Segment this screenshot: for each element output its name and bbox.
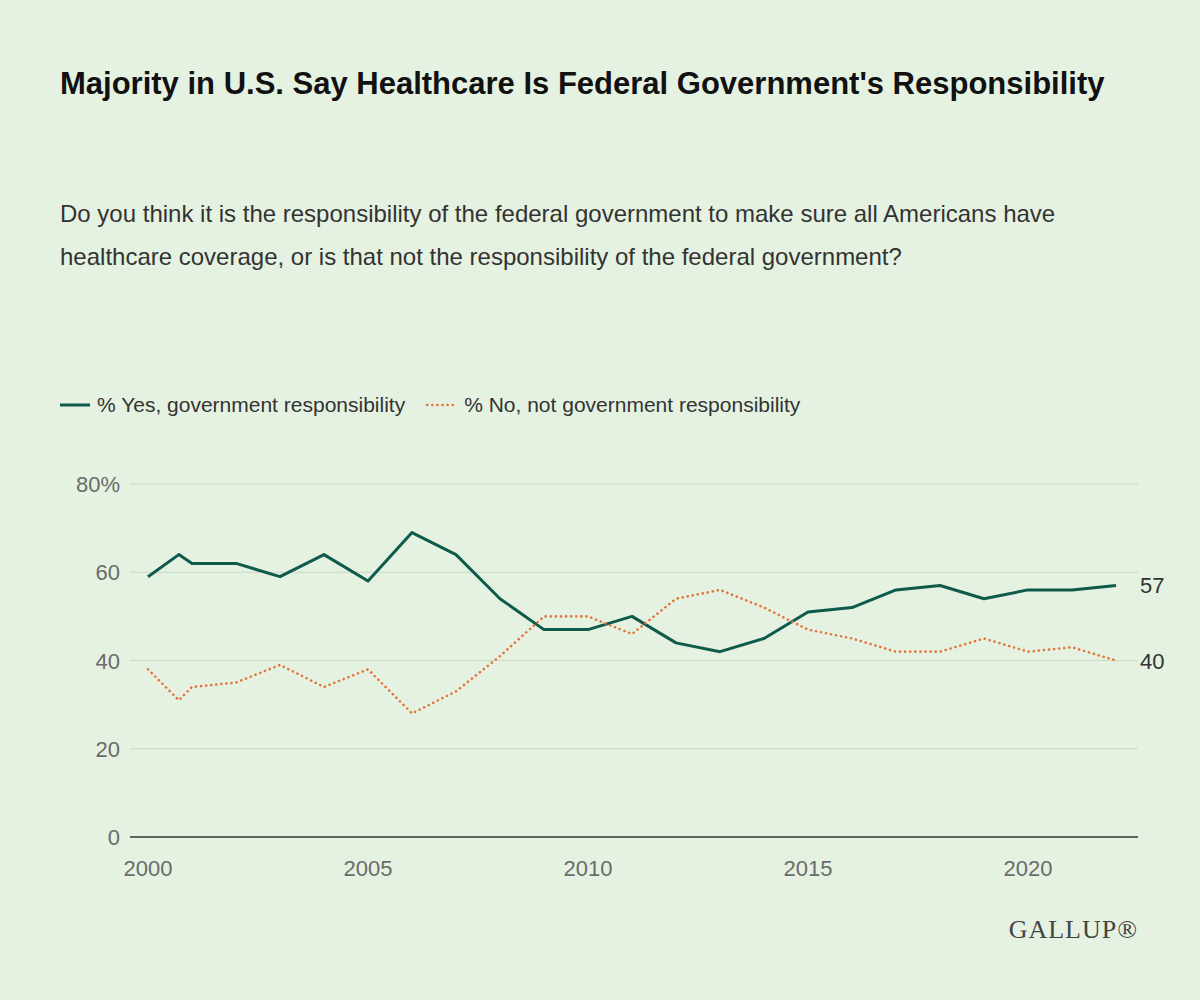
y-tick-label: 20 [96, 737, 120, 762]
title: Majority in U.S. Say Healthcare Is Feder… [60, 56, 1140, 112]
plot-area [148, 533, 1116, 714]
x-tick-label: 2010 [564, 856, 613, 881]
y-tick-label: 60 [96, 560, 120, 585]
source-logo: GALLUP® [1009, 915, 1138, 944]
subtitle: Do you think it is the responsibility of… [60, 192, 1140, 278]
legend-label: % No, not government responsibility [464, 393, 801, 416]
data-label: 57 [1140, 573, 1164, 598]
y-tick-label: 40 [96, 649, 120, 674]
legend-swatch [427, 404, 457, 407]
x-tick-label: 2020 [1004, 856, 1053, 881]
series-line [148, 590, 1116, 714]
series-line [148, 533, 1116, 652]
x-tick-label: 2005 [344, 856, 393, 881]
x-axis-line [130, 836, 1138, 838]
x-tick-label: 2000 [124, 856, 173, 881]
chart: 0 20 40 60 80% 2000 2005 2010 2015 2020 57 40 % Yes,… [0, 0, 1200, 1000]
grid-line [130, 660, 1138, 661]
x-tick-label: 2015 [784, 856, 833, 881]
legend-label: % Yes, government responsibility [97, 393, 406, 416]
y-tick-label: 0 [108, 825, 120, 850]
legend-swatch [60, 404, 90, 407]
y-tick-label: 80% [76, 472, 120, 497]
grid-line [130, 748, 1138, 749]
data-label: 40 [1140, 649, 1164, 674]
grid-line [130, 572, 1138, 573]
grid-line [130, 483, 1138, 484]
